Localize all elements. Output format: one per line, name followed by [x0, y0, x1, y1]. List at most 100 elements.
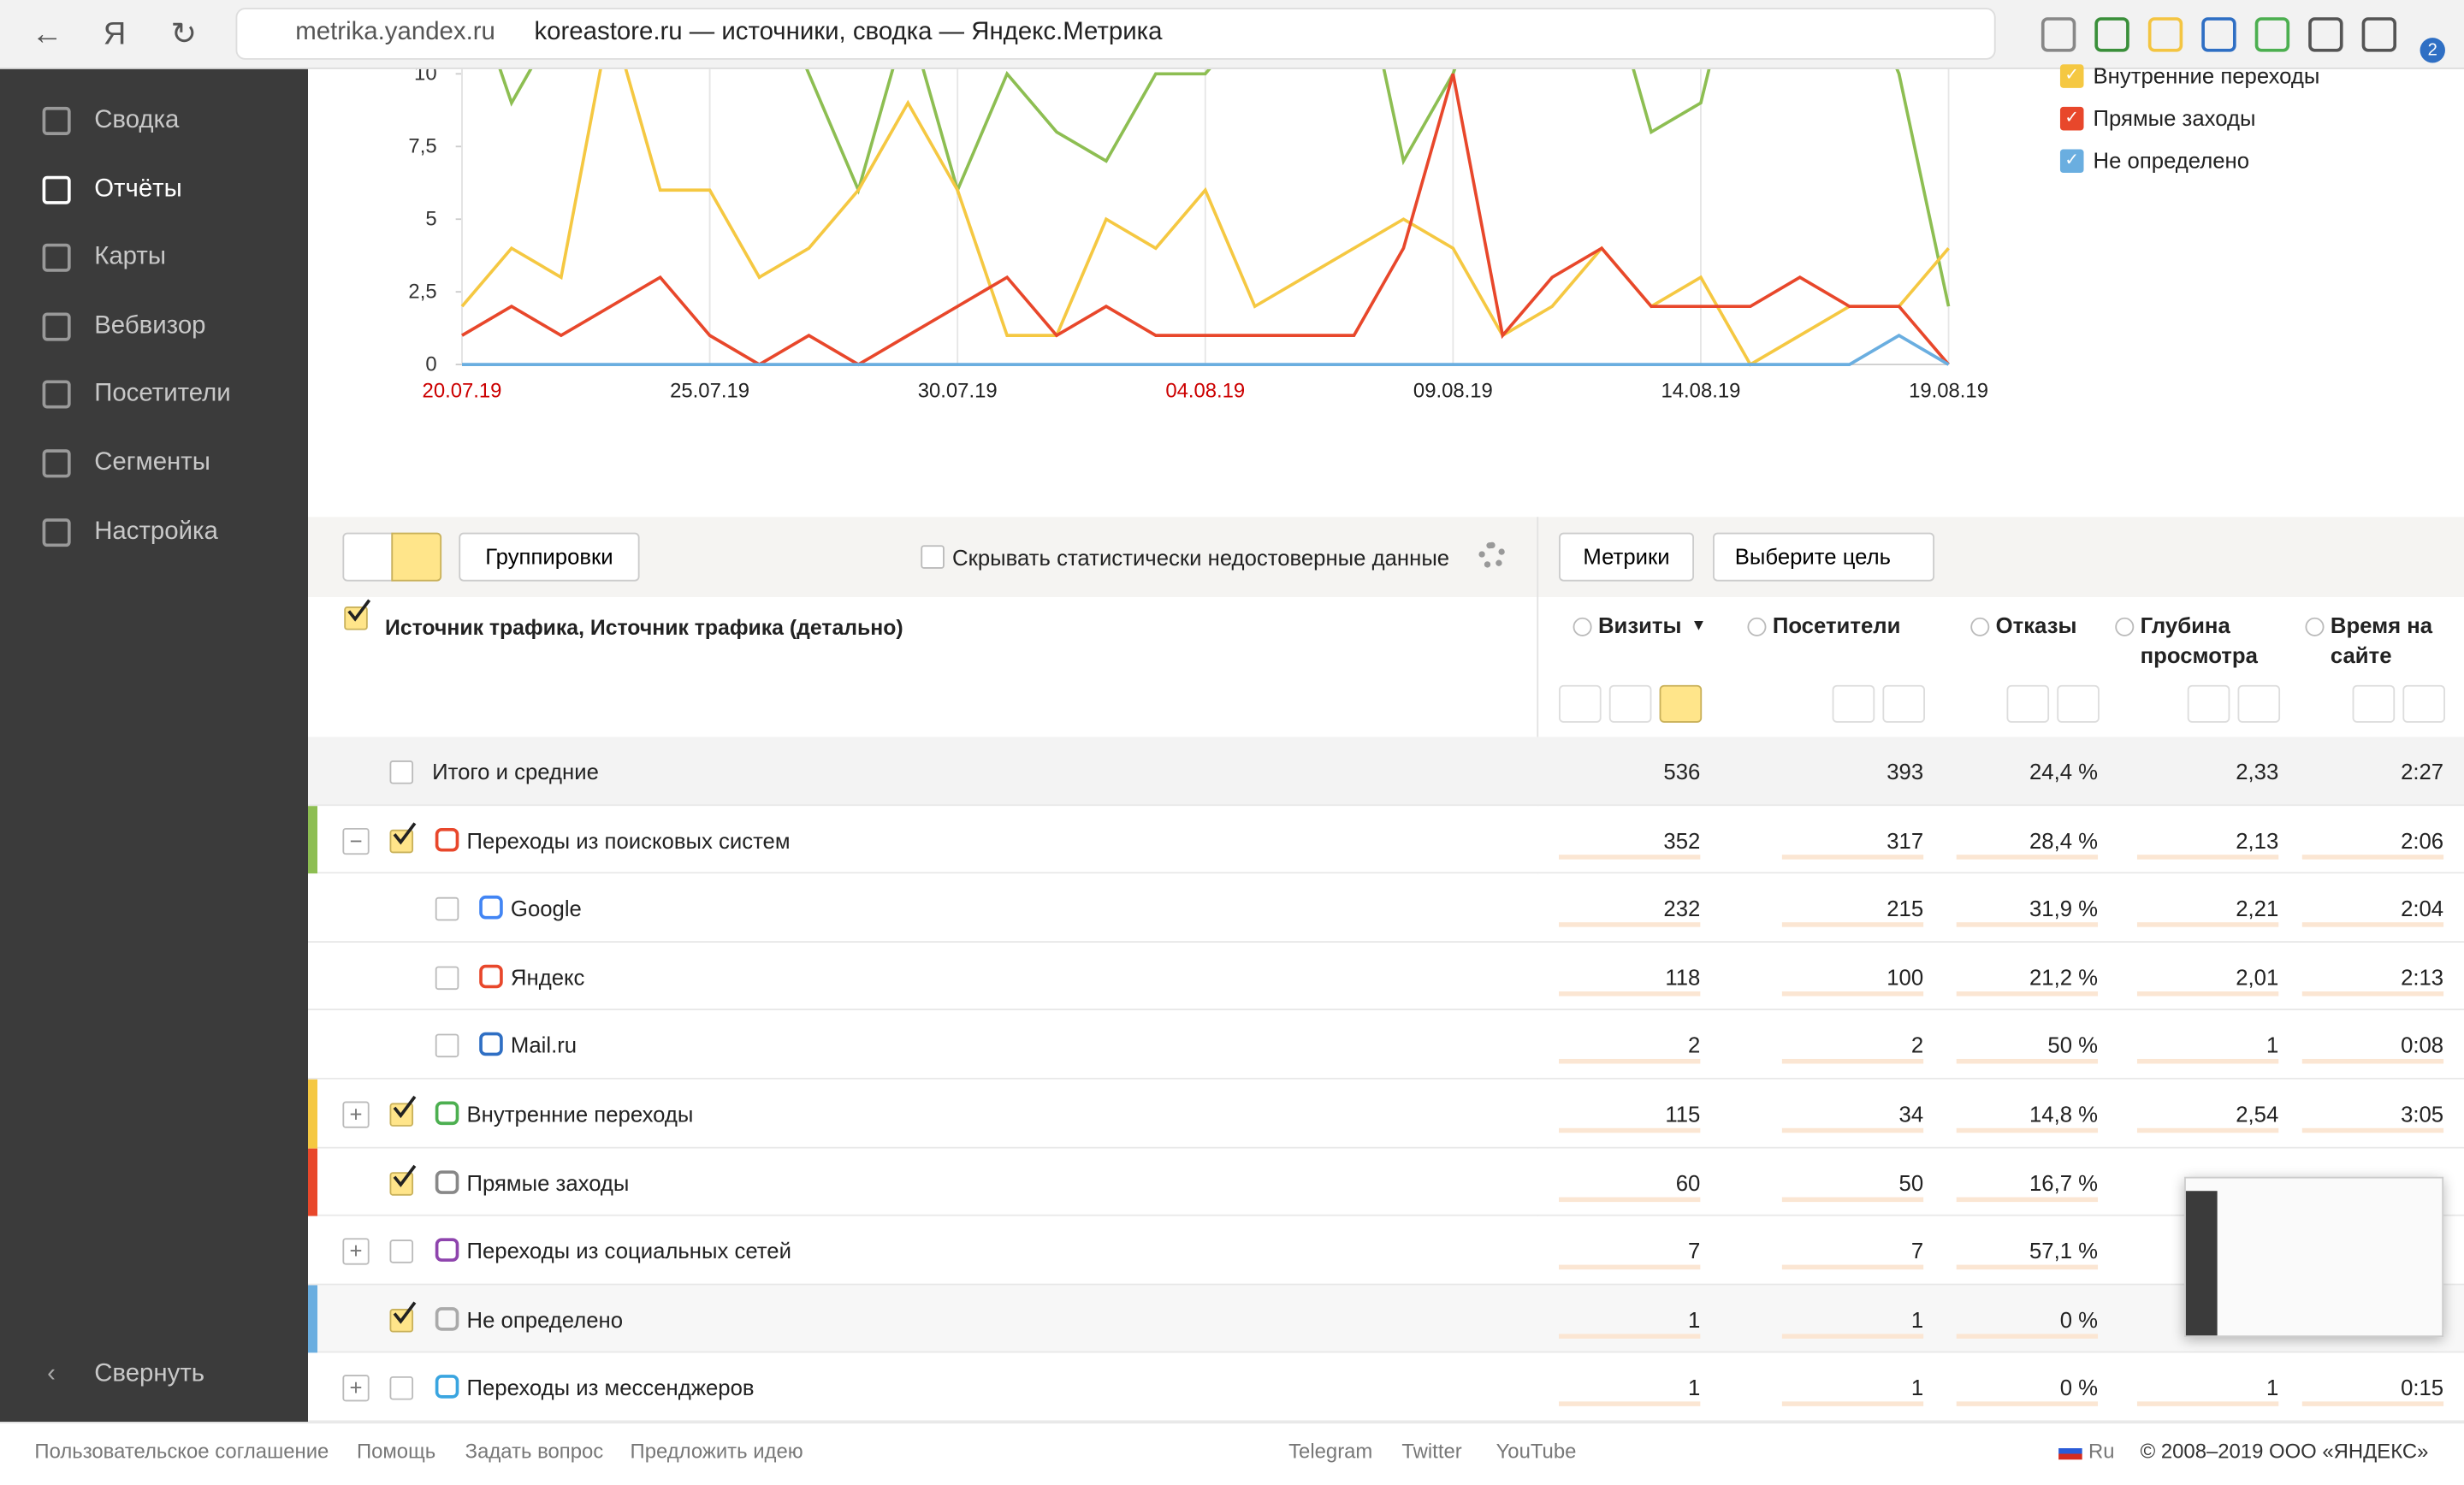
sidebar-item[interactable]: Вебвизор [94, 312, 206, 340]
footer-link[interactable]: Предложить идею [630, 1439, 803, 1463]
check-mark [393, 1301, 417, 1324]
table-row[interactable] [307, 1010, 2464, 1080]
checkbox[interactable] [921, 545, 945, 569]
column-tool[interactable] [2402, 684, 2445, 723]
row-label[interactable]: Переходы из мессенджеров [466, 1375, 755, 1401]
expander[interactable]: − [342, 827, 370, 855]
view-button[interactable] [391, 532, 442, 582]
sidebar-item[interactable]: Карты [94, 244, 166, 271]
view-button[interactable] [342, 532, 394, 582]
row-label[interactable]: Прямые заходы [466, 1169, 630, 1196]
table-row[interactable] [307, 1079, 2464, 1148]
column-header[interactable]: Время на сайте [2330, 612, 2433, 668]
column-header[interactable]: Посетители [1772, 612, 1901, 638]
row-label[interactable]: Переходы из поисковых систем [466, 827, 791, 853]
extension-icon[interactable] [2094, 17, 2129, 52]
column-tool[interactable] [1659, 684, 1703, 723]
sidebar-item[interactable]: Посетители [94, 381, 231, 408]
cell-value: 7 [1910, 1238, 1924, 1264]
checkbox[interactable] [389, 760, 414, 784]
row-label[interactable]: Не определено [466, 1306, 624, 1333]
legend-swatch[interactable]: ✓ [2059, 64, 2084, 88]
cell-value: 2,01 [2236, 964, 2279, 990]
extension-icon[interactable] [2361, 17, 2397, 52]
checkbox[interactable] [344, 599, 371, 630]
footer-link[interactable]: Пользовательское соглашение [34, 1439, 329, 1463]
help-icon [1747, 617, 1767, 636]
row-label[interactable]: Mail.ru [510, 1032, 578, 1058]
sidebar-item[interactable]: Сводка [94, 106, 180, 134]
column-tool[interactable] [2237, 684, 2281, 723]
table-row[interactable] [307, 1216, 2464, 1286]
checkbox[interactable] [389, 1376, 414, 1401]
row-label[interactable]: Google [510, 896, 582, 921]
sidebar-item[interactable]: Отчёты [94, 175, 182, 203]
table-row[interactable] [307, 873, 2464, 943]
footer-lang[interactable]: Ru [2088, 1439, 2115, 1463]
checkbox[interactable] [389, 1095, 417, 1127]
footer-link[interactable]: Задать вопрос [465, 1439, 604, 1463]
extension-icon[interactable] [2254, 17, 2290, 52]
column-header[interactable]: Визиты [1597, 612, 1682, 638]
expander[interactable]: + [342, 1238, 370, 1265]
legend-label[interactable]: Внутренние переходы [2093, 62, 2320, 88]
column-header[interactable]: Глубина просмотра [2140, 612, 2258, 668]
checkbox[interactable] [389, 821, 417, 853]
dropdown[interactable]: Выберите цель [1713, 532, 1935, 582]
legend-swatch[interactable]: ✓ [2059, 106, 2084, 131]
sidebar-item[interactable]: Сегменты [94, 449, 210, 476]
footer-social[interactable]: Twitter [1401, 1439, 1462, 1463]
extension-icon[interactable] [2201, 17, 2236, 52]
footer-social[interactable]: YouTube [1496, 1439, 1577, 1463]
button[interactable]: Метрики [1559, 532, 1694, 582]
legend-label[interactable]: Прямые заходы [2093, 105, 2256, 131]
column-header[interactable]: Источник трафика, Источник трафика (дета… [384, 615, 903, 640]
sidebar-item[interactable]: Настройка [94, 518, 218, 545]
column-tool[interactable] [2187, 684, 2230, 723]
column-tool[interactable] [2006, 684, 2050, 723]
sidebar-collapse[interactable]: Свернуть [94, 1360, 205, 1387]
column-tool[interactable] [1832, 684, 1875, 723]
checkbox[interactable] [389, 1239, 414, 1264]
x-tick-label: 09.08.19 [1413, 380, 1493, 403]
column-tool[interactable] [1882, 684, 1925, 723]
sidebar-icon [42, 175, 71, 204]
expander[interactable]: + [342, 1101, 370, 1128]
checkbox[interactable] [389, 1164, 417, 1196]
column-tool[interactable] [1608, 684, 1652, 723]
checkbox[interactable] [435, 1034, 459, 1058]
legend-label[interactable]: Не определено [2093, 147, 2250, 174]
row-label[interactable]: Переходы из социальных сетей [466, 1238, 791, 1264]
source-icon [435, 1375, 459, 1399]
row-label[interactable]: Итого и средние [432, 759, 599, 784]
table-row[interactable] [307, 805, 2464, 874]
footer-social[interactable]: Telegram [1288, 1439, 1373, 1463]
row-label[interactable]: Внутренние переходы [466, 1101, 694, 1127]
series-line [460, 68, 1950, 367]
sidebar-icon [42, 518, 71, 547]
table-row[interactable] [307, 942, 2464, 1011]
table-row[interactable] [307, 1147, 2464, 1216]
checkbox[interactable] [435, 897, 459, 921]
row-label[interactable]: Яндекс [510, 964, 585, 990]
checkbox[interactable] [389, 1301, 417, 1333]
column-tool[interactable] [2352, 684, 2396, 723]
legend-swatch[interactable]: ✓ [2059, 149, 2084, 174]
nav-button[interactable]: Я [103, 17, 127, 52]
footer-link[interactable]: Помощь [356, 1439, 436, 1463]
extension-icon[interactable] [2147, 17, 2183, 52]
button[interactable]: Группировки [459, 532, 640, 582]
checkbox[interactable] [435, 966, 459, 990]
column-tool[interactable] [2057, 684, 2100, 723]
extension-icon[interactable] [2040, 17, 2076, 52]
extension-icon[interactable] [2308, 17, 2343, 52]
column-header[interactable]: Отказы [1995, 612, 2077, 638]
sort-arrow: ▼ [1691, 617, 1707, 636]
column-tool[interactable] [1559, 684, 1602, 723]
nav-button[interactable]: ← [31, 17, 63, 52]
nav-button[interactable]: ↻ [170, 17, 198, 52]
table-row[interactable] [307, 1353, 2464, 1423]
expander[interactable]: + [342, 1375, 370, 1403]
table-row[interactable] [307, 1285, 2464, 1354]
table-row[interactable] [307, 737, 2464, 806]
